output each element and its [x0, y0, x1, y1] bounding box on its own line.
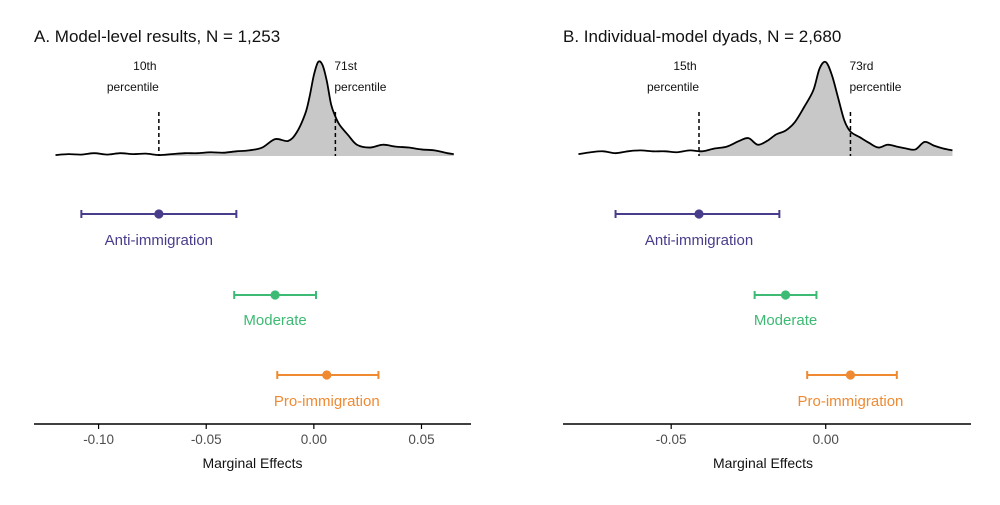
percentile-label: 10th [133, 59, 156, 73]
percentile-label: 71st [334, 59, 357, 73]
percentile-label: percentile [107, 80, 159, 94]
x-tick-label: 0.05 [408, 432, 434, 447]
density-curve [55, 60, 454, 156]
series-label: Anti-immigration [645, 232, 753, 249]
series-label: Pro-immigration [798, 393, 904, 410]
series-label: Pro-immigration [274, 393, 380, 410]
x-tick-label: -0.05 [656, 432, 687, 447]
estimate-point [270, 290, 280, 300]
x-axis-title: Marginal Effects [713, 455, 813, 471]
percentile-label: 15th [673, 59, 696, 73]
percentile-label: 73rd [849, 59, 873, 73]
panel-title: A. Model-level results, N = 1,253 [34, 27, 280, 46]
estimate-point [694, 209, 704, 219]
x-tick-label: -0.05 [191, 432, 222, 447]
panel-b: B. Individual-model dyads, N = 2,680 15th… [563, 27, 971, 471]
estimate-point [845, 370, 856, 380]
percentile-label: percentile [849, 80, 901, 94]
estimate-point [780, 290, 791, 300]
x-tick-label: -0.10 [83, 432, 114, 447]
x-tick-label: 0.00 [813, 432, 839, 447]
estimate-point [322, 370, 332, 380]
density-fill [158, 61, 454, 156]
estimate-point [154, 209, 164, 219]
density-curve [578, 60, 953, 156]
x-tick-label: 0.00 [301, 432, 327, 447]
panel-a: A. Model-level results, N = 1,253 10th per… [34, 27, 471, 471]
percentile-label: percentile [647, 80, 699, 94]
density-fill [699, 61, 953, 156]
series-label: Anti-immigration [105, 232, 213, 249]
panel-title: B. Individual-model dyads, N = 2,680 [563, 27, 841, 46]
x-axis-title: Marginal Effects [202, 455, 302, 471]
series-label: Moderate [754, 312, 817, 329]
percentile-label: percentile [334, 80, 386, 94]
series-label: Moderate [243, 312, 306, 329]
